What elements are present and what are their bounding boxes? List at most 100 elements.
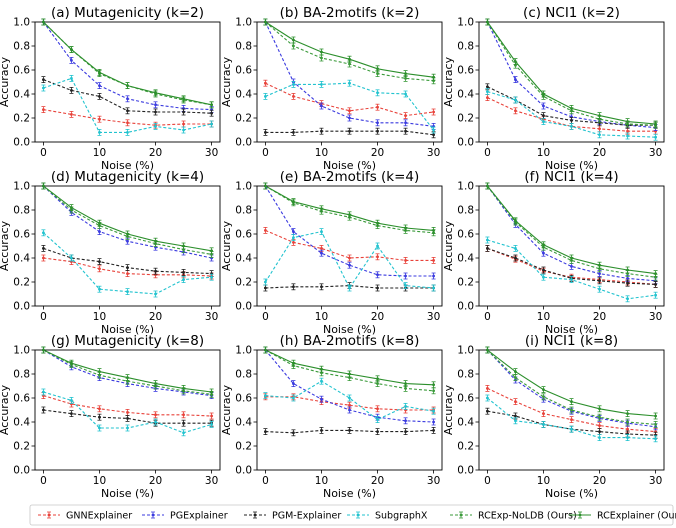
data-point	[485, 346, 490, 354]
y-tick-label: 0.4	[13, 89, 30, 101]
data-point	[263, 18, 268, 26]
data-point	[153, 380, 158, 388]
data-point	[97, 368, 102, 376]
data-point	[625, 279, 630, 287]
data-point	[625, 418, 630, 426]
data-point	[625, 118, 630, 125]
data-point	[597, 413, 602, 421]
data-point	[431, 126, 436, 134]
x-tick-label: 0	[262, 311, 269, 323]
y-tick-label: 1.0	[13, 17, 30, 29]
data-point	[513, 107, 518, 115]
y-tick-label: 0.0	[235, 301, 252, 313]
data-point	[97, 405, 102, 413]
data-point	[125, 270, 130, 278]
legend-entry-pgm-explainer: PGM-Explainer	[244, 511, 341, 522]
data-point	[125, 230, 130, 238]
data-point	[125, 95, 130, 103]
x-tick-label: 10	[315, 475, 328, 487]
data-point	[403, 417, 408, 425]
y-tick-label: 0.6	[235, 65, 252, 77]
x-tick-label: 10	[537, 147, 550, 159]
x-tick-label: 20	[149, 475, 162, 487]
data-point	[403, 272, 408, 280]
y-tick-label: 1.0	[457, 181, 474, 193]
data-point	[625, 434, 630, 442]
y-tick-label: 0.6	[457, 229, 474, 241]
data-point	[541, 420, 546, 428]
subplot-title: (b) BA-2motifs (k=2)	[280, 5, 420, 21]
data-point	[513, 96, 518, 104]
data-point	[41, 84, 46, 92]
data-point	[209, 247, 214, 255]
data-point	[319, 81, 324, 88]
data-point	[263, 278, 268, 286]
y-tick-label: 0.6	[235, 393, 252, 405]
subplot-5: (e) BA-2motifs (k=4) 0.0 0.2 0.4 0.6 0.8 1.0 0 1…	[220, 169, 443, 336]
series-pgexplainer	[485, 182, 658, 285]
data-point	[653, 133, 658, 141]
data-point	[319, 205, 324, 213]
data-point	[263, 226, 268, 234]
data-point	[485, 182, 490, 190]
series-line	[265, 185, 434, 234]
data-point	[153, 101, 158, 109]
data-point	[319, 54, 324, 62]
data-point	[653, 435, 658, 443]
data-point	[597, 261, 602, 269]
y-tick-label: 0.6	[13, 65, 30, 77]
y-tick-label: 0.0	[13, 137, 30, 149]
series-rcexplainer-ours	[263, 18, 436, 81]
data-point	[431, 256, 436, 264]
series-rcexplainer-ours	[41, 182, 214, 255]
data-point	[153, 290, 158, 298]
data-point	[375, 103, 380, 111]
data-point	[319, 365, 324, 373]
data-point	[69, 46, 74, 53]
data-point	[431, 272, 436, 280]
data-point	[513, 217, 518, 225]
series-rcexplainer-ours	[485, 182, 658, 278]
data-point	[431, 108, 436, 116]
subplot-4: (d) Mutagenicity (k=4) 0.0 0.2 0.4 0.6 0.8 1.0…	[0, 169, 221, 336]
data-point	[347, 107, 352, 115]
x-tick-label: 20	[149, 311, 162, 323]
series-line	[43, 349, 212, 395]
series-subgraphx	[263, 228, 436, 292]
data-point	[653, 280, 658, 288]
series-line	[265, 349, 434, 392]
y-tick-label: 0.2	[235, 441, 252, 453]
legend-entry-rcexp-noldb-ours: RCExp-NoLDB (Ours)	[450, 511, 577, 522]
x-tick-label: 20	[371, 311, 384, 323]
data-point	[97, 258, 102, 266]
data-point	[375, 242, 380, 250]
data-point	[403, 428, 408, 436]
y-tick-label: 0.4	[235, 417, 252, 429]
data-point	[375, 65, 380, 73]
y-tick-label: 0.0	[235, 465, 252, 477]
data-point	[97, 228, 102, 236]
x-tick-label: 10	[93, 311, 106, 323]
data-point	[97, 219, 102, 227]
data-point	[319, 426, 324, 434]
data-point	[181, 429, 186, 437]
legend-entry-gnnexplainer: GNNExplainer	[38, 511, 132, 522]
data-point	[403, 224, 408, 232]
series-gnnexplainer	[263, 79, 436, 119]
data-point	[541, 102, 546, 110]
x-tick-label: 10	[537, 311, 550, 323]
x-tick-label: 20	[593, 147, 606, 159]
series-rcexp-noldb-ours	[41, 18, 214, 109]
data-point	[181, 242, 186, 250]
data-point	[319, 395, 324, 403]
data-point	[125, 119, 130, 127]
series-pgexplainer	[41, 18, 214, 113]
y-tick-label: 0.0	[13, 301, 30, 313]
data-point	[125, 107, 130, 115]
data-point	[347, 370, 352, 378]
data-point	[485, 88, 490, 95]
subplot-9: (i) NCI1 (k=8) 0.0 0.2 0.4 0.6 0.8 1.0 0 10 20 30 N…	[442, 333, 665, 500]
x-tick-label: 30	[427, 475, 440, 487]
subplot-title: (i) NCI1 (k=8)	[525, 333, 618, 349]
data-point	[125, 264, 130, 272]
